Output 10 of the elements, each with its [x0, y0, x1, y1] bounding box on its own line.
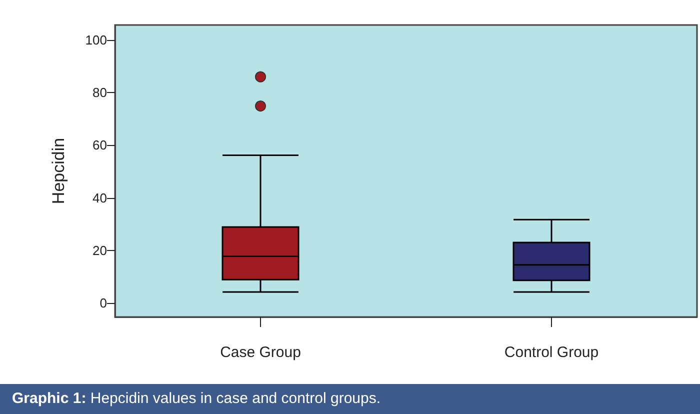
y-axis-title: Hepcidin	[49, 138, 68, 204]
y-tick-label: 80	[92, 85, 107, 100]
y-tick-label: 100	[85, 32, 107, 48]
text: Graphic 1: Hepcidin values in case and control groups.	[0, 384, 700, 414]
y-tick-label: 20	[92, 242, 107, 258]
y-tick-label: 40	[92, 190, 107, 206]
x-tick-label: Control Group	[504, 344, 599, 361]
y-tick-label: 0	[100, 296, 107, 311]
x-tick-label: Case Group	[220, 344, 301, 361]
y-tick-label: 60	[92, 138, 107, 153]
